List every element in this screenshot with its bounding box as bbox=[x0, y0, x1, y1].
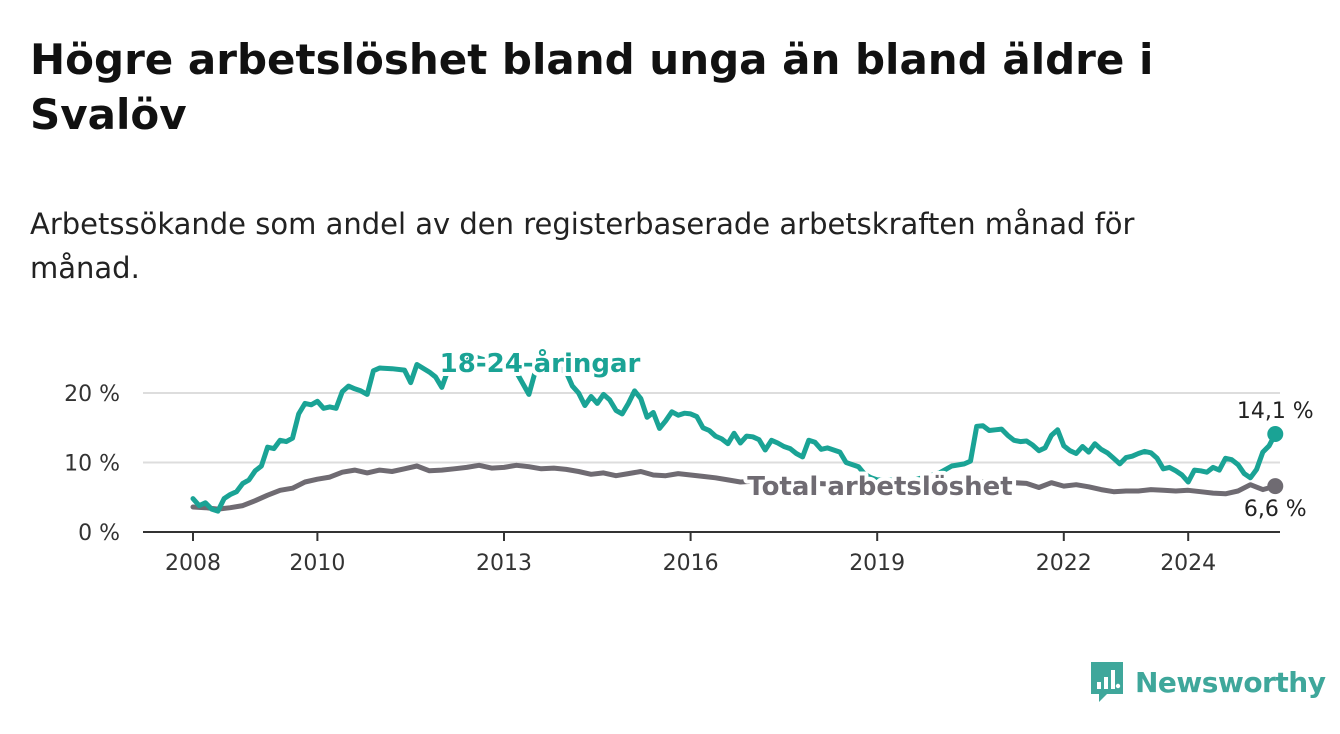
end-point-youth bbox=[1267, 426, 1283, 442]
series-line-youth bbox=[193, 356, 1275, 511]
x-tick-label: 2016 bbox=[663, 551, 719, 576]
x-tick-label: 2013 bbox=[476, 551, 532, 576]
series-label-youth: 18-24-åringar bbox=[440, 347, 641, 379]
x-tick-label: 2010 bbox=[289, 551, 345, 576]
x-tick-label: 2008 bbox=[165, 551, 221, 576]
series-lines bbox=[193, 356, 1283, 511]
x-tick-label: 2024 bbox=[1160, 551, 1216, 576]
series-line-total bbox=[193, 465, 1275, 509]
brand-logo[interactable]: Newsworthy bbox=[1089, 660, 1325, 704]
brand-name: Newsworthy bbox=[1135, 666, 1325, 699]
x-axis: 2008 2010 2013 2016 2019 2022 2024 bbox=[143, 532, 1280, 576]
x-tick-label: 2019 bbox=[849, 551, 905, 576]
end-label-youth: 14,1 % bbox=[1237, 399, 1314, 424]
x-tick-label: 2022 bbox=[1036, 551, 1092, 576]
y-tick-label: 20 % bbox=[64, 382, 120, 407]
y-axis-ticks: 0 % 10 % 20 % bbox=[64, 382, 120, 546]
end-label-total: 6,6 % bbox=[1244, 497, 1307, 522]
series-label-total: Total arbetslöshet bbox=[747, 472, 1012, 502]
y-tick-label: 0 % bbox=[78, 521, 120, 546]
end-point-total bbox=[1267, 478, 1283, 494]
newsworthy-logo-icon bbox=[1089, 660, 1125, 704]
y-tick-label: 10 % bbox=[64, 452, 120, 477]
line-chart: 0 % 10 % 20 % 2008 2010 2013 2016 2019 2022 2024… bbox=[0, 0, 1340, 640]
